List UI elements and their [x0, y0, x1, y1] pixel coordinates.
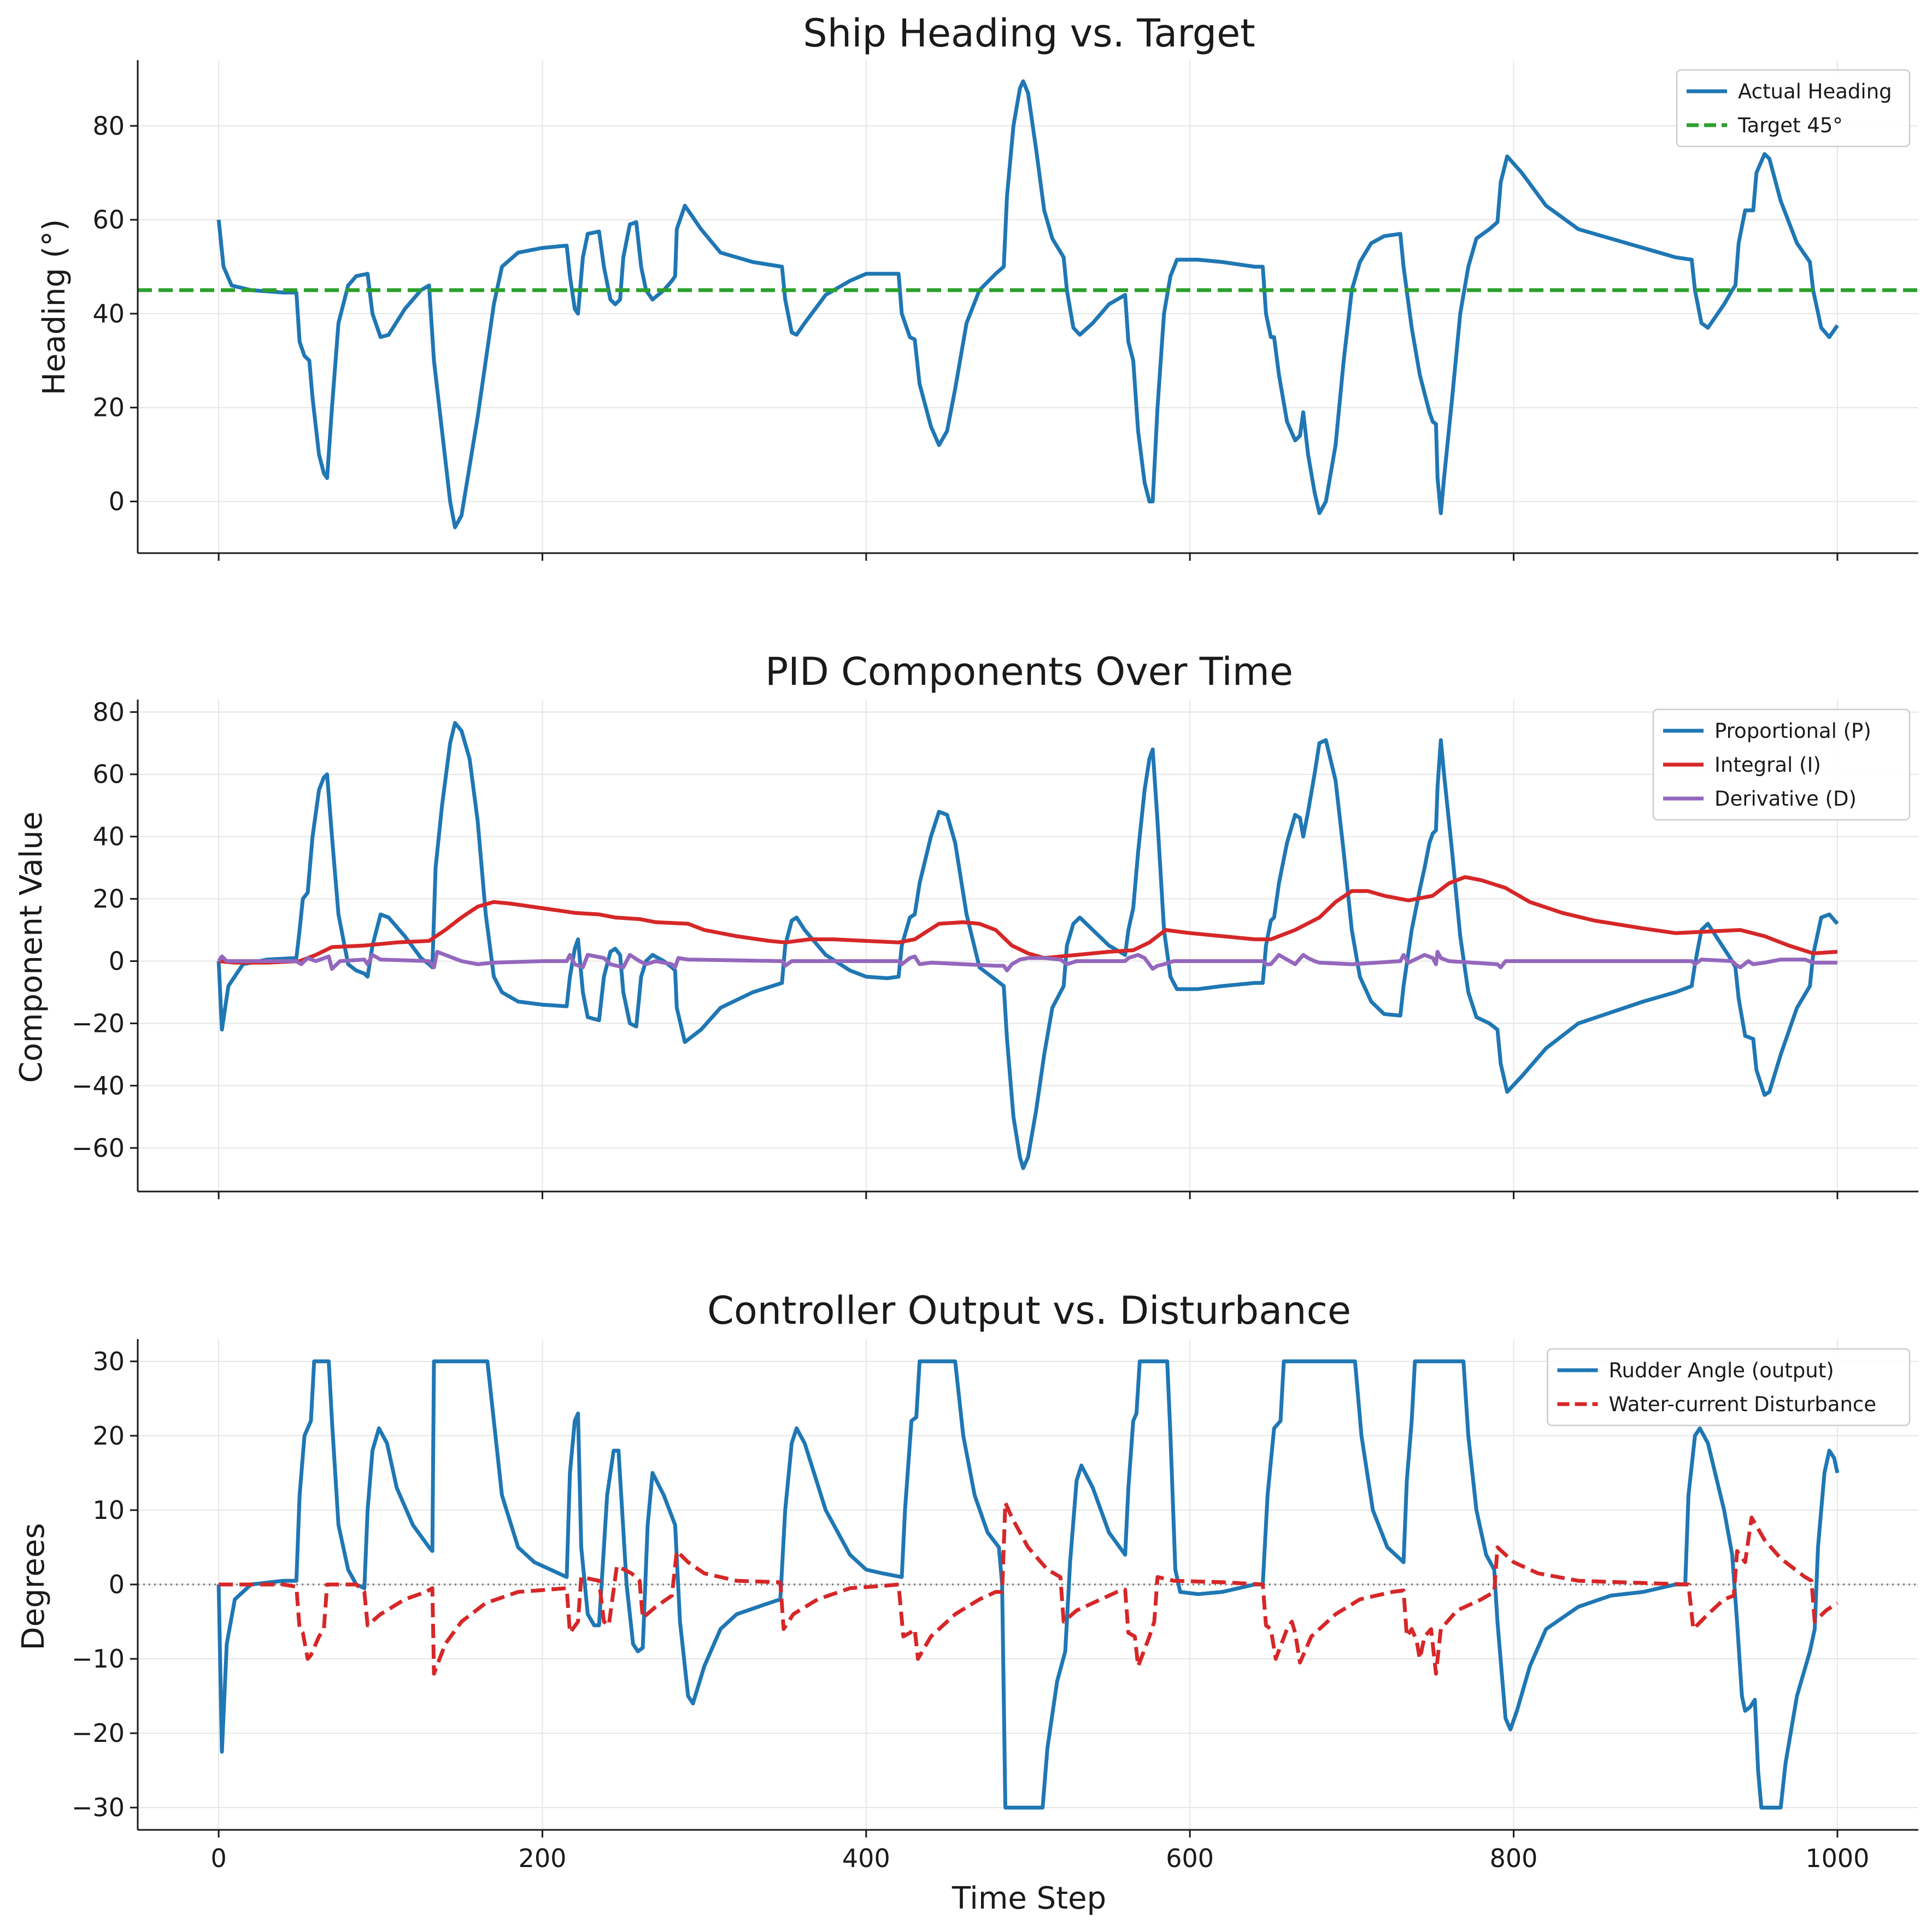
y-tick-label: 40: [92, 822, 125, 852]
x-tick-label: 400: [842, 1844, 890, 1873]
y-tick-label: 20: [92, 884, 125, 914]
chart-2: −30 −20 −10 0 10 20 30 0 200 400 600 800 1000 Rudder …: [72, 1339, 1918, 1873]
legend-frame: [1547, 1348, 1911, 1427]
legend: Actual Heading Target 45°: [1676, 69, 1911, 148]
x-axis-label: Time Step: [952, 1881, 1106, 1916]
y-tick-label: 20: [92, 1421, 125, 1451]
y-tick-label: 60: [92, 205, 125, 234]
legend-label: Integral (I): [1714, 753, 1821, 777]
x-tick-label: 600: [1166, 1844, 1214, 1873]
legend-label: Rudder Angle (output): [1609, 1359, 1834, 1382]
y-tick-label: 30: [92, 1347, 125, 1376]
series-line: [217, 949, 1837, 973]
panel-heading: Ship Heading vs. Target Heading (°): [37, 11, 1255, 395]
legend-label: Proportional (P): [1714, 719, 1871, 743]
y-tick-label: 0: [109, 946, 125, 976]
legend-frame: [1652, 708, 1911, 821]
chart-0: 0 20 40 60 80 Actual Heading Target 45°: [92, 60, 1918, 561]
y-tick-label: 20: [92, 393, 125, 422]
series-line: [218, 875, 1838, 965]
panel-title: Controller Output vs. Disturbance: [707, 1288, 1351, 1333]
panel-title: Ship Heading vs. Target: [803, 11, 1255, 56]
y-axis-label: Component Value: [14, 812, 49, 1083]
legend-label: Target 45°: [1737, 114, 1843, 137]
legend-label: Water-current Disturbance: [1609, 1393, 1877, 1416]
y-tick-label: −40: [72, 1071, 125, 1100]
panel-pid: PID Components Over Time Component Value: [14, 649, 1293, 1083]
legend: Rudder Angle (output) Water-current Distu…: [1547, 1348, 1911, 1427]
y-tick-label: 60: [92, 760, 125, 789]
y-tick-label: 0: [109, 1570, 125, 1599]
y-tick-label: 80: [92, 697, 125, 727]
y-tick-label: 10: [92, 1495, 125, 1525]
x-tick-label: 0: [210, 1844, 226, 1873]
legend: Proportional (P) Integral (I) Derivative (…: [1652, 708, 1911, 821]
y-tick-label: −60: [72, 1133, 125, 1163]
y-axis-label: Degrees: [16, 1523, 51, 1651]
x-tick-label: 1000: [1805, 1844, 1869, 1873]
y-tick-label: 80: [92, 111, 125, 140]
x-tick-label: 800: [1490, 1844, 1538, 1873]
chart-1: −60 −40 −20 0 20 40 60 80 Proportional (P) Integr…: [72, 697, 1918, 1199]
y-axis-label: Heading (°): [37, 219, 72, 396]
y-tick-label: −10: [72, 1644, 125, 1674]
series-line: [216, 79, 1839, 530]
y-tick-label: −30: [72, 1793, 125, 1822]
y-tick-label: −20: [72, 1718, 125, 1748]
panel-controller: Controller Output vs. Disturbance Degree…: [16, 1288, 1351, 1916]
y-tick-label: 0: [109, 487, 125, 517]
series-line: [216, 1359, 1840, 1810]
legend-frame: [1676, 69, 1911, 148]
series-line: [216, 721, 1839, 1170]
y-tick-label: 40: [92, 299, 125, 328]
x-tick-label: 200: [519, 1844, 567, 1873]
series-line: [219, 1500, 1839, 1676]
legend-label: Derivative (D): [1714, 787, 1857, 811]
y-tick-label: −20: [72, 1008, 125, 1038]
panel-title: PID Components Over Time: [765, 649, 1293, 694]
legend-label: Actual Heading: [1738, 80, 1892, 103]
